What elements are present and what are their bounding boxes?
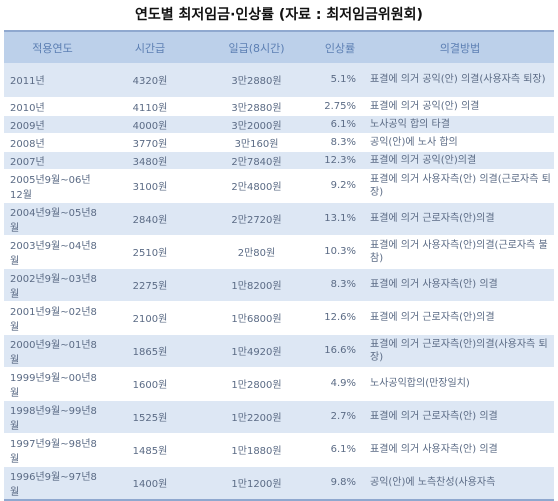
daily-cell: 1만4920원 (199, 334, 314, 368)
hourly-cell: 1525원 (101, 400, 199, 434)
table-row: 1996년9월~97년8월 1400원 1만1200원 9.8% 공익(안)에 노측찬성… (4, 466, 554, 501)
method-cell: 표결에 의거 근로자측(안) 의결 (366, 400, 554, 434)
daily-cell: 3만160원 (199, 133, 314, 152)
rate-cell: 12.6% (314, 301, 366, 335)
year-cell: 1996년9월~97년8월 (4, 466, 101, 501)
method-cell: 표결에 의거 사용자측(안) 의결 (366, 433, 554, 467)
daily-cell: 1만6800원 (199, 301, 314, 335)
method-cell: 표결에 의거 근로자측(안)의결 (366, 202, 554, 236)
rate-cell: 9.8% (314, 466, 366, 501)
method-cell: 표결에 의거 근로자측(안)의결 (366, 301, 554, 335)
daily-cell: 2만7840원 (199, 151, 314, 170)
table-row: 2005년9월~06년12월 3100원 2만4800원 9.2% 표결에 의거 사용자… (4, 169, 554, 203)
header-daily: 일급(8시간) (199, 30, 314, 63)
hourly-cell: 1485원 (101, 433, 199, 467)
table-row: 1998년9월~99년8월 1525원 1만2200원 2.7% 표결에 의거 근로자측… (4, 400, 554, 434)
year-cell: 2011년 (4, 63, 101, 98)
rate-cell: 8.3% (314, 133, 366, 152)
year-cell: 2000년9월~01년8월 (4, 334, 101, 368)
daily-cell: 3만2880원 (199, 63, 314, 98)
rate-cell: 16.6% (314, 334, 366, 368)
rate-cell: 4.9% (314, 367, 366, 401)
year-cell: 2002년9월~03년8월 (4, 268, 101, 302)
table-row: 2007년 3480원 2만7840원 12.3% 표결에 의거 공익(안)의결 (4, 151, 554, 170)
hourly-cell: 3100원 (101, 169, 199, 203)
method-cell: 표결에 의거 공익(안) 의결(사용자측 퇴장) (366, 63, 554, 98)
table-row: 2009년 4000원 3만2000원 6.1% 노사공익 합의 타결 (4, 115, 554, 134)
table-header-row: 적용연도 시간급 일급(8시간) 인상률 의결방법 (4, 30, 554, 63)
rate-cell: 9.2% (314, 169, 366, 203)
table-row: 2008년 3770원 3만160원 8.3% 공익(안)에 노사 합의 (4, 133, 554, 152)
rate-cell: 8.3% (314, 268, 366, 302)
header-year: 적용연도 (4, 30, 101, 63)
year-cell: 2008년 (4, 133, 101, 152)
method-cell: 표결에 의거 근로자측(안)의결(사용자측 퇴장) (366, 334, 554, 368)
header-rate: 인상률 (314, 30, 366, 63)
method-cell: 표결에 의거 사용자측(안) 의결(근로자측 퇴장) (366, 169, 554, 203)
hourly-cell: 2840원 (101, 202, 199, 236)
table-row: 2001년9월~02년8월 2100원 1만6800원 12.6% 표결에 의거 근로자… (4, 301, 554, 335)
method-cell: 표결에 의거 사용자측(안) 의결 (366, 268, 554, 302)
method-cell: 표결에 의거 공익(안)의결 (366, 151, 554, 170)
year-cell: 2010년 (4, 97, 101, 116)
daily-cell: 1만2800원 (199, 367, 314, 401)
method-cell: 노사공익합의(만장일치) (366, 367, 554, 401)
hourly-cell: 1600원 (101, 367, 199, 401)
year-cell: 1999년9월~00년8월 (4, 367, 101, 401)
table-row: 2011년 4320원 3만2880원 5.1% 표결에 의거 공익(안) 의결(사용자… (4, 63, 554, 98)
table-row: 2000년9월~01년8월 1865원 1만4920원 16.6% 표결에 의거 근로자… (4, 334, 554, 368)
daily-cell: 2만2720원 (199, 202, 314, 236)
rate-cell: 12.3% (314, 151, 366, 170)
rate-cell: 2.7% (314, 400, 366, 434)
hourly-cell: 1400원 (101, 466, 199, 501)
header-method: 의결방법 (366, 30, 554, 63)
hourly-cell: 3480원 (101, 151, 199, 170)
daily-cell: 1만8200원 (199, 268, 314, 302)
rate-cell: 6.1% (314, 115, 366, 134)
hourly-cell: 4110원 (101, 97, 199, 116)
year-cell: 2001년9월~02년8월 (4, 301, 101, 335)
daily-cell: 2만80원 (199, 235, 314, 269)
year-cell: 2004년9월~05년8월 (4, 202, 101, 236)
year-cell: 2005년9월~06년12월 (4, 169, 101, 203)
year-cell: 2009년 (4, 115, 101, 134)
table-row: 2002년9월~03년8월 2275원 1만8200원 8.3% 표결에 의거 사용자측… (4, 268, 554, 302)
method-cell: 공익(안)에 노사 합의 (366, 133, 554, 152)
hourly-cell: 2275원 (101, 268, 199, 302)
page-title: 연도별 최저임금·인상률 (자료 : 최저임금위원회) (135, 7, 423, 23)
year-cell: 2003년9월~04년8월 (4, 235, 101, 269)
minimum-wage-table: 적용연도 시간급 일급(8시간) 인상률 의결방법 2011년 4320원 3만28… (4, 30, 554, 501)
daily-cell: 3만2000원 (199, 115, 314, 134)
year-cell: 1998년9월~99년8월 (4, 400, 101, 434)
hourly-cell: 3770원 (101, 133, 199, 152)
rate-cell: 13.1% (314, 202, 366, 236)
rate-cell: 5.1% (314, 63, 366, 98)
daily-cell: 1만1880원 (199, 433, 314, 467)
year-cell: 1997년9월~98년8월 (4, 433, 101, 467)
year-cell: 2007년 (4, 151, 101, 170)
header-hourly: 시간급 (101, 30, 199, 63)
table-row: 1999년9월~00년8월 1600원 1만2800원 4.9% 노사공익합의(만장일치… (4, 367, 554, 401)
rate-cell: 6.1% (314, 433, 366, 467)
hourly-cell: 2510원 (101, 235, 199, 269)
hourly-cell: 4000원 (101, 115, 199, 134)
rate-cell: 2.75% (314, 97, 366, 116)
method-cell: 표결에 의거 사용자측(안)의결(근로자측 불참) (366, 235, 554, 269)
method-cell: 표결에 의거 공익(안) 의결 (366, 97, 554, 116)
rate-cell: 10.3% (314, 235, 366, 269)
method-cell: 노사공익 합의 타결 (366, 115, 554, 134)
daily-cell: 3만2880원 (199, 97, 314, 116)
hourly-cell: 2100원 (101, 301, 199, 335)
table-row: 1997년9월~98년8월 1485원 1만1880원 6.1% 표결에 의거 사용자측… (4, 433, 554, 467)
hourly-cell: 4320원 (101, 63, 199, 98)
method-cell: 공익(안)에 노측찬성(사용자측 (366, 466, 554, 501)
daily-cell: 2만4800원 (199, 169, 314, 203)
table-row: 2004년9월~05년8월 2840원 2만2720원 13.1% 표결에 의거 근로자… (4, 202, 554, 236)
daily-cell: 1만1200원 (199, 466, 314, 501)
daily-cell: 1만2200원 (199, 400, 314, 434)
hourly-cell: 1865원 (101, 334, 199, 368)
table-row: 2003년9월~04년8월 2510원 2만80원 10.3% 표결에 의거 사용자측(… (4, 235, 554, 269)
table-row: 2010년 4110원 3만2880원 2.75% 표결에 의거 공익(안) 의결 (4, 97, 554, 116)
table-body: 2011년 4320원 3만2880원 5.1% 표결에 의거 공익(안) 의결(사용자… (4, 63, 554, 501)
